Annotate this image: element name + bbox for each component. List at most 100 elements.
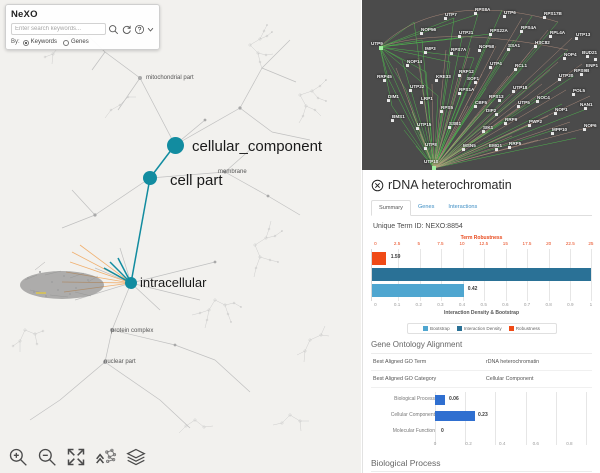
- gene-node-rps8a[interactable]: [474, 12, 477, 15]
- gene-node-sof1[interactable]: [474, 81, 477, 84]
- gene-node-sik1[interactable]: [482, 130, 485, 133]
- gene-node-utp6[interactable]: [503, 15, 506, 18]
- gene-node-dip2[interactable]: [495, 113, 498, 116]
- gene-node-rrp5[interactable]: [508, 146, 511, 149]
- collapse-network-icon[interactable]: [95, 447, 117, 467]
- node-cell-part[interactable]: [143, 171, 157, 185]
- search-panel[interactable]: NeXO B: [5, 4, 160, 50]
- gene-node-rps13[interactable]: [498, 99, 501, 102]
- gene-node-nop6[interactable]: [583, 128, 586, 131]
- legend-label-interaction-density: Interaction Density: [463, 326, 502, 331]
- graph-toolbar[interactable]: [0, 441, 361, 473]
- gene-node-ssa1[interactable]: [507, 48, 510, 51]
- radio-keywords[interactable]: Keywords: [22, 39, 57, 46]
- go-val-term: rDNA heterochromatin: [485, 359, 540, 365]
- gene-node-cbf5[interactable]: [474, 105, 477, 108]
- gene-node-rps5[interactable]: [440, 110, 443, 113]
- gene-node-rrp9[interactable]: [504, 122, 507, 125]
- go-cat-molecular-function: Molecular Function: [392, 428, 435, 434]
- gene-node-imp3[interactable]: [424, 51, 427, 54]
- gene-node-utp22[interactable]: [409, 89, 412, 92]
- gene-node-rps1a[interactable]: [458, 92, 461, 95]
- gene-node-rpl4a[interactable]: [549, 35, 552, 38]
- gene-node-utp9[interactable]: [379, 46, 383, 50]
- network-view-panel[interactable]: cellular_component cell part intracellul…: [0, 0, 361, 473]
- gene-node-nop1[interactable]: [554, 112, 557, 115]
- close-icon[interactable]: [371, 179, 384, 192]
- gene-node-rps7a[interactable]: [450, 52, 453, 55]
- gene-label-nop4: NOP4: [564, 52, 577, 57]
- gene-node-rrp45[interactable]: [383, 79, 386, 82]
- go-value-molecular-function: 0: [441, 428, 444, 434]
- gene-node-noc4[interactable]: [536, 100, 539, 103]
- gene-label-rps5: RPS5: [441, 105, 454, 110]
- gene-node-bud21[interactable]: [586, 55, 589, 58]
- go-cat-biological-process: Biological Process: [394, 396, 435, 402]
- chart2-tick-4: 0.8: [566, 441, 573, 446]
- gene-node-nop56[interactable]: [420, 32, 423, 35]
- gene-node-msn5[interactable]: [462, 148, 465, 151]
- gene-node-pol5[interactable]: [572, 93, 575, 96]
- gene-node-rps4a[interactable]: [520, 30, 523, 33]
- zoom-out-icon[interactable]: [37, 447, 57, 467]
- gene-node-utp15[interactable]: [416, 127, 419, 130]
- node-label-protein-complex: protein complex: [111, 328, 154, 334]
- refresh-icon[interactable]: [121, 24, 132, 35]
- gene-node-utp5[interactable]: [517, 105, 520, 108]
- info-tabs[interactable]: Summary Genes Interactions: [371, 200, 592, 216]
- gene-node-utp7[interactable]: [444, 17, 447, 20]
- fit-screen-icon[interactable]: [66, 447, 86, 467]
- gene-node-dim1[interactable]: [387, 99, 390, 102]
- gene-node-nop4[interactable]: [563, 57, 566, 60]
- gene-node-utp4[interactable]: [489, 66, 492, 69]
- gene-node-utp20[interactable]: [558, 78, 561, 81]
- search-filter-row[interactable]: By: Keywords Genes: [11, 39, 154, 46]
- gene-interaction-network-panel[interactable]: UTP10 UTP9 UTP7 NOP56 UTP21 IMP3 RPS7A N…: [362, 0, 600, 170]
- gene-node-bms1[interactable]: [391, 119, 394, 122]
- gene-label-rps4a: RPS4A: [521, 25, 537, 30]
- tick-bot-7: 0.7: [523, 302, 531, 307]
- gene-node-rcl1[interactable]: [514, 68, 517, 71]
- gene-node-emg1[interactable]: [495, 148, 498, 151]
- gene-node-lrp1[interactable]: [420, 101, 423, 104]
- help-icon[interactable]: [134, 24, 145, 35]
- gene-node-rps22a[interactable]: [489, 33, 492, 36]
- term-info-panel[interactable]: rDNA heterochromatin Summary Genes Inter…: [362, 170, 600, 473]
- gene-node-enp1[interactable]: [594, 58, 597, 61]
- gene-node-ssb1[interactable]: [448, 126, 451, 129]
- gene-node-utp18[interactable]: [512, 90, 515, 93]
- gene-node-rps17b[interactable]: [543, 16, 546, 19]
- gene-node-kre33[interactable]: [435, 79, 438, 82]
- gene-node-nop58[interactable]: [478, 49, 481, 52]
- gene-node-rrp12[interactable]: [458, 74, 461, 77]
- chart1-plot: 1.59 0.42: [371, 249, 592, 301]
- gene-node-rps9b[interactable]: [580, 73, 583, 76]
- search-input[interactable]: [11, 23, 106, 35]
- search-icon[interactable]: [108, 24, 119, 35]
- zoom-in-icon[interactable]: [8, 447, 28, 467]
- robustness-density-chart: Term Robustness 0 2.5 5 7.5 10 12.5 15 1…: [371, 235, 593, 319]
- gene-label-imp3: IMP3: [425, 46, 436, 51]
- tick-bot-8: 0.8: [545, 302, 552, 307]
- tab-genes[interactable]: Genes: [417, 204, 435, 210]
- gene-node-nan1[interactable]: [584, 107, 587, 110]
- gene-node-hsc82[interactable]: [534, 45, 537, 48]
- go-bar-biological-process: [435, 395, 446, 405]
- tab-summary[interactable]: Summary: [371, 200, 411, 216]
- ontology-network-canvas[interactable]: [0, 0, 361, 473]
- gene-node-utp10[interactable]: [432, 166, 436, 170]
- gene-node-utp8[interactable]: [424, 147, 427, 150]
- gene-label-rcl1: RCL1: [515, 63, 527, 68]
- gene-node-utp21[interactable]: [458, 35, 461, 38]
- radio-genes[interactable]: Genes: [63, 39, 89, 46]
- layers-icon[interactable]: [126, 447, 146, 467]
- tab-interactions[interactable]: Interactions: [448, 204, 478, 210]
- gene-node-pwp2[interactable]: [528, 124, 531, 127]
- gene-node-nop14[interactable]: [406, 64, 409, 67]
- bar-value-bootstrap: 0.42: [467, 286, 478, 292]
- node-intracellular[interactable]: [125, 277, 137, 289]
- node-cellular-component[interactable]: [167, 137, 184, 154]
- gene-node-mpp10[interactable]: [551, 132, 554, 135]
- gene-node-utp13[interactable]: [575, 37, 578, 40]
- chevron-down-icon[interactable]: [147, 24, 154, 35]
